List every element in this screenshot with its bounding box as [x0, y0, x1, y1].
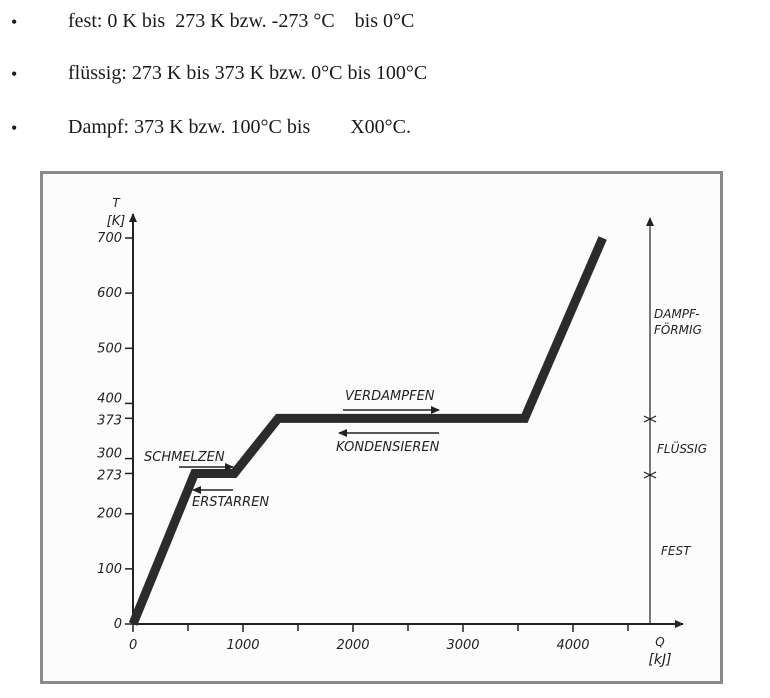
label-erstarren: ERSTARREN [192, 495, 269, 510]
y-tick-label: 100 [97, 562, 122, 577]
bullet-symbol: • [11, 64, 18, 84]
y-tick-label: 500 [97, 341, 122, 356]
x-tick-label: 4000 [556, 638, 589, 653]
bullet-symbol: • [11, 118, 18, 138]
y-tick-label: 600 [97, 286, 122, 301]
y-tick-label: 373 [97, 413, 122, 428]
figure-frame: T [K] Q [kJ] 0 100 200 273 300 373 400 500 600 70… [40, 171, 723, 684]
x-axis-unit: [kJ] [648, 652, 671, 668]
y-tick-label: 273 [97, 468, 122, 483]
label-verdampfen: VERDAMPFEN [345, 389, 435, 404]
phase-boundary-373b [643, 415, 657, 423]
phase-label-dampf: DAMPF- [654, 307, 700, 321]
x-tick-label: 3000 [446, 638, 479, 653]
y-axis-unit: [K] [107, 214, 126, 229]
y-tick-label: 200 [97, 507, 122, 522]
phase-label-foermig: FÖRMIG [654, 321, 702, 337]
y-tick-label: 0 [114, 617, 122, 632]
x-axis-title: Q [655, 635, 664, 649]
y-axis-title: T [112, 196, 121, 210]
y-tick-label: 700 [97, 231, 122, 246]
y-tick-label: 300 [97, 447, 122, 462]
phase-annotations: SCHMELZEN ERSTARREN VERDAMPFEN KONDENSIE… [144, 389, 440, 510]
y-tick-label: 400 [97, 391, 122, 406]
x-ticks: 0 1000 2000 3000 4000 [129, 624, 629, 653]
bullet-text: Dampf: 373 K bzw. 100°C bis X00°C. [68, 116, 412, 138]
label-schmelzen: SCHMELZEN [144, 450, 225, 465]
x-tick-label: 1000 [226, 638, 259, 653]
phase-label-fest: FEST [661, 544, 692, 558]
label-kondensieren: KONDENSIEREN [336, 440, 440, 455]
temperature-heat-chart: T [K] Q [kJ] 0 100 200 273 300 373 400 500 600 70… [97, 196, 707, 668]
heating-curve [128, 236, 607, 626]
phase-label-fluessig: FLÜSSIG [657, 440, 707, 456]
bullet-text: fest: 0 K bis 273 K bzw. -273 °C bis 0°C [68, 10, 415, 32]
y-ticks: 0 100 200 273 300 373 400 500 600 700 [97, 231, 133, 632]
bullet-text: flüssig: 273 K bis 373 K bzw. 0°C bis 10… [68, 62, 428, 84]
phase-scale: DAMPF- FÖRMIG FLÜSSIG FEST [643, 217, 707, 624]
bullet-symbol: • [11, 12, 18, 32]
x-tick-label: 0 [129, 638, 137, 653]
x-tick-label: 2000 [336, 638, 369, 653]
phase-boundary-273b [643, 471, 657, 479]
